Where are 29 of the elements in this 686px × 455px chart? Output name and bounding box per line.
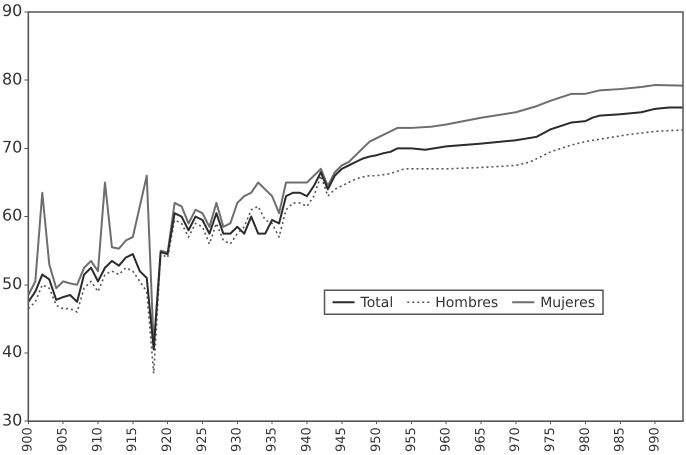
x-tick-label: 930 <box>230 427 245 452</box>
x-tick-label: 900 <box>20 427 36 452</box>
x-tick-label: 950 <box>368 427 384 452</box>
x-tick-label: 925 <box>194 427 210 452</box>
legend-label: Total <box>360 294 394 311</box>
y-tick-label: 40 <box>2 342 22 362</box>
x-tick-label: 915 <box>125 427 140 452</box>
y-tick-label: 50 <box>2 274 22 293</box>
legend-label: Mujeres <box>540 294 595 311</box>
x-tick-label: 955 <box>404 427 419 452</box>
x-tick-label: 940 <box>299 427 314 452</box>
y-tick-label: 30 <box>2 410 22 430</box>
x-tick-label: 905 <box>56 427 71 452</box>
x-tick-label: 990 <box>648 427 663 452</box>
x-tick-label: 980 <box>578 427 593 452</box>
x-tick-label: 920 <box>160 427 176 452</box>
y-tick-label: 90 <box>2 1 22 20</box>
y-tick-label: 70 <box>2 138 22 157</box>
x-tick-label: 975 <box>543 427 558 452</box>
x-tick-label: 945 <box>334 427 350 452</box>
x-tick-label: 960 <box>438 427 454 452</box>
y-tick-label: 80 <box>2 69 22 88</box>
x-tick-label: 965 <box>473 427 488 452</box>
y-tick-label: 60 <box>2 206 22 225</box>
x-tick-label: 935 <box>264 427 280 452</box>
x-tick-label: 910 <box>90 427 106 452</box>
x-tick-label: 985 <box>612 427 628 452</box>
legend-label: Hombres <box>435 294 498 311</box>
x-tick-label: 970 <box>508 427 524 452</box>
